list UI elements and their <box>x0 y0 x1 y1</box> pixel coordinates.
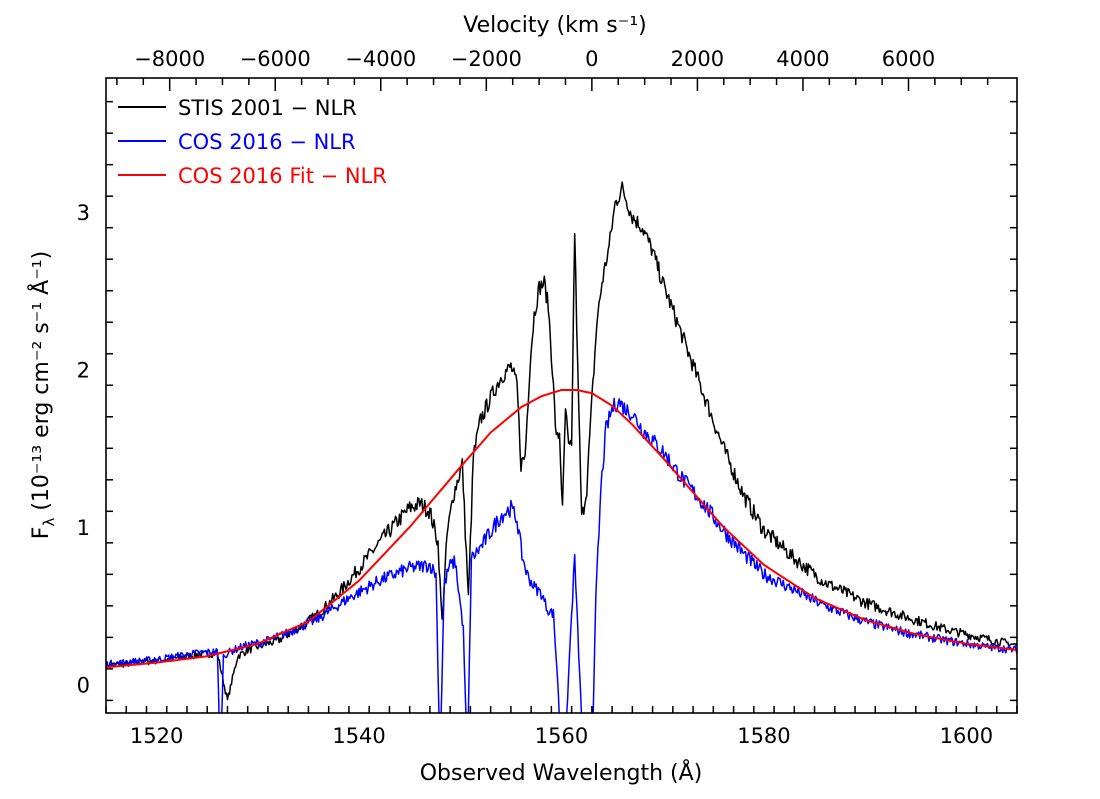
plot-frame <box>105 77 1018 714</box>
y-axis-label: Fλ (10⁻¹³ erg cm⁻² s⁻¹ Å⁻¹) <box>27 251 58 539</box>
legend-label: STIS 2001 − NLR <box>178 96 357 120</box>
y-tick-label: 2 <box>77 359 90 383</box>
x-tick-label: 1600 <box>940 724 993 748</box>
x-tick-label: 1540 <box>332 724 385 748</box>
v-tick-label: −8000 <box>134 47 205 71</box>
legend-label: COS 2016 − NLR <box>178 130 356 154</box>
v-tick-label: 0 <box>585 47 598 71</box>
x-tick-label: 1520 <box>130 724 183 748</box>
v-tick-label: 6000 <box>882 47 935 71</box>
v-tick-label: −2000 <box>451 47 522 71</box>
top-axis-label: Velocity (km s⁻¹) <box>463 13 647 38</box>
v-tick-label: 2000 <box>671 47 724 71</box>
v-tick-label: −6000 <box>240 47 311 71</box>
x-tick-label: 1580 <box>737 724 790 748</box>
x-tick-label: 1560 <box>535 724 588 748</box>
series-line-3 <box>106 389 1017 669</box>
y-tick-label: 0 <box>77 674 90 698</box>
y-tick-label: 1 <box>77 516 90 540</box>
series-line-2 <box>106 397 1017 713</box>
v-tick-label: 4000 <box>776 47 829 71</box>
y-tick-label: 3 <box>77 201 90 225</box>
v-tick-label: −4000 <box>345 47 416 71</box>
series-line-1 <box>106 181 1017 701</box>
legend: STIS 2001 − NLR COS 2016 − NLR COS 2016 Fi… <box>118 96 387 188</box>
legend-label: COS 2016 Fit − NLR <box>178 164 387 188</box>
x-axis-label: Observed Wavelength (Å) <box>420 759 703 786</box>
